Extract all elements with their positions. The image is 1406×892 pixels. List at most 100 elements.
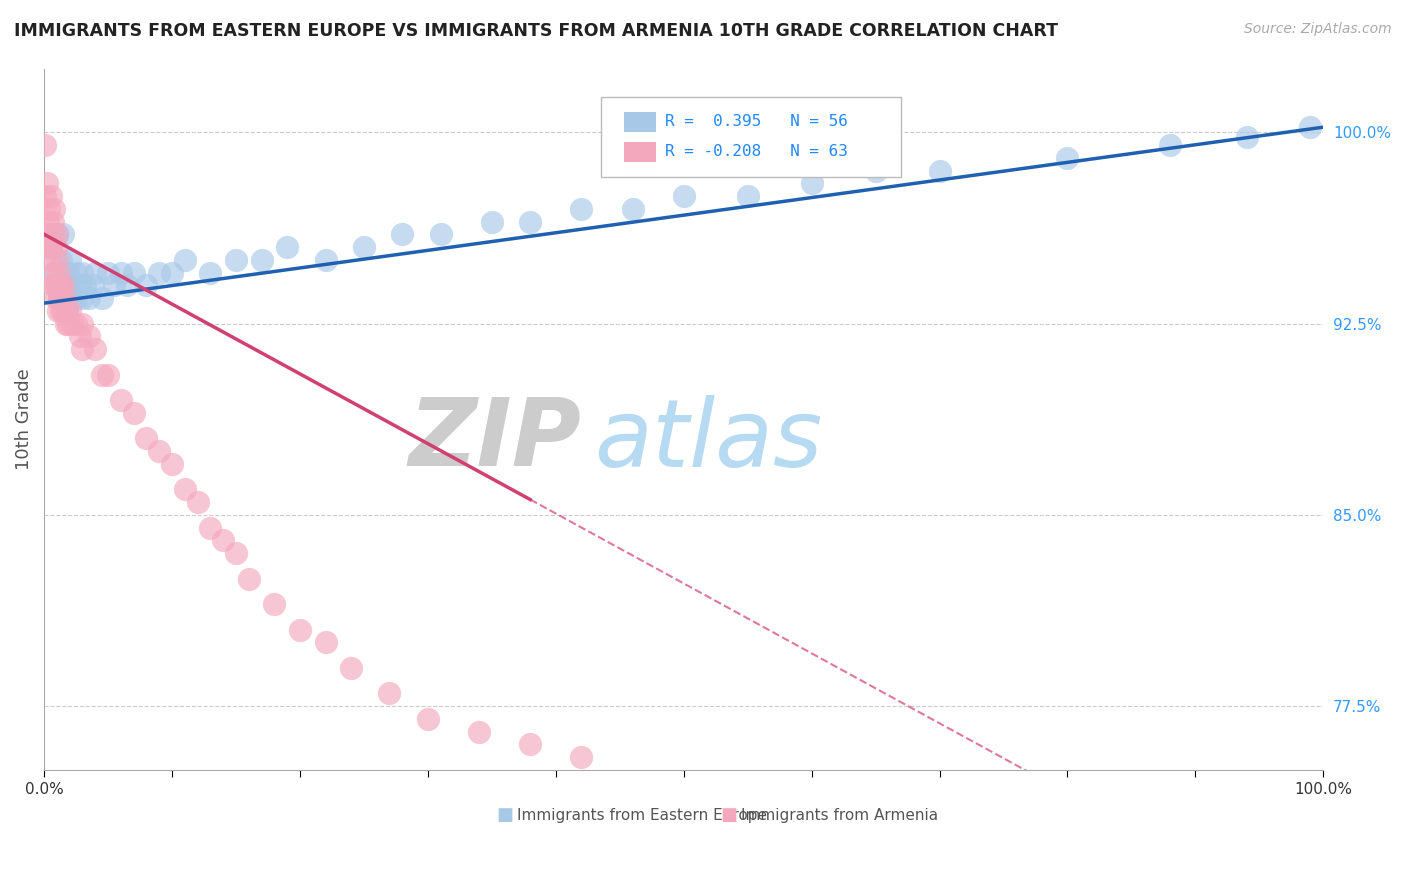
Point bbox=[391, 227, 413, 242]
Point bbox=[48, 266, 70, 280]
Point bbox=[173, 483, 195, 497]
Point bbox=[97, 266, 120, 280]
Text: R = -0.208   N = 63: R = -0.208 N = 63 bbox=[665, 145, 848, 160]
Point bbox=[72, 317, 94, 331]
Point bbox=[173, 252, 195, 267]
Point bbox=[41, 227, 63, 242]
Point bbox=[49, 278, 72, 293]
Point bbox=[48, 291, 70, 305]
Point bbox=[60, 317, 83, 331]
Point bbox=[110, 266, 132, 280]
Point bbox=[569, 202, 592, 216]
Point bbox=[49, 303, 72, 318]
Point bbox=[160, 266, 183, 280]
Point bbox=[1159, 138, 1181, 153]
Point bbox=[35, 176, 58, 190]
Point bbox=[187, 495, 209, 509]
Point bbox=[117, 278, 139, 293]
Point bbox=[672, 189, 695, 203]
Point bbox=[53, 291, 76, 305]
Point bbox=[42, 266, 65, 280]
Point bbox=[72, 291, 94, 305]
Point bbox=[481, 214, 503, 228]
Point bbox=[225, 546, 247, 560]
Point bbox=[58, 266, 80, 280]
Point bbox=[84, 342, 107, 356]
Text: Immigrants from Eastern Europe: Immigrants from Eastern Europe bbox=[517, 808, 768, 823]
Point bbox=[53, 291, 76, 305]
Point bbox=[58, 317, 80, 331]
Point bbox=[39, 240, 62, 254]
Point bbox=[315, 252, 337, 267]
Point bbox=[52, 278, 75, 293]
Text: ZIP: ZIP bbox=[409, 394, 581, 486]
Point bbox=[65, 266, 87, 280]
Point bbox=[212, 533, 235, 548]
Point bbox=[56, 303, 79, 318]
Point bbox=[45, 227, 67, 242]
Point bbox=[519, 214, 541, 228]
FancyBboxPatch shape bbox=[624, 142, 655, 161]
Point bbox=[44, 278, 66, 293]
Point bbox=[53, 266, 76, 280]
Point bbox=[72, 266, 94, 280]
Point bbox=[928, 163, 950, 178]
Point bbox=[65, 317, 87, 331]
Point bbox=[1056, 151, 1078, 165]
Point bbox=[73, 278, 96, 293]
Text: ■: ■ bbox=[720, 806, 737, 824]
Point bbox=[77, 291, 100, 305]
Point bbox=[45, 227, 67, 242]
Point bbox=[103, 278, 125, 293]
Point bbox=[416, 712, 439, 726]
Point bbox=[59, 252, 82, 267]
Point bbox=[82, 278, 104, 293]
Point bbox=[225, 252, 247, 267]
Point bbox=[122, 406, 145, 420]
Point bbox=[34, 138, 56, 153]
Point bbox=[41, 278, 63, 293]
Point bbox=[56, 303, 79, 318]
Text: Source: ZipAtlas.com: Source: ZipAtlas.com bbox=[1244, 22, 1392, 37]
Point bbox=[148, 444, 170, 458]
Point bbox=[44, 266, 66, 280]
Point bbox=[45, 240, 67, 254]
Point bbox=[52, 303, 75, 318]
Point bbox=[55, 317, 77, 331]
Point bbox=[238, 572, 260, 586]
Point bbox=[35, 227, 58, 242]
Point bbox=[34, 189, 56, 203]
Point bbox=[59, 291, 82, 305]
Point bbox=[59, 303, 82, 318]
Point bbox=[69, 278, 91, 293]
Point bbox=[353, 240, 375, 254]
Point bbox=[737, 189, 759, 203]
Point bbox=[276, 240, 298, 254]
Point bbox=[60, 278, 83, 293]
Point bbox=[1236, 130, 1258, 145]
Point bbox=[84, 266, 107, 280]
Point bbox=[45, 278, 67, 293]
Point bbox=[77, 329, 100, 343]
Point bbox=[621, 202, 644, 216]
Point bbox=[65, 291, 87, 305]
Point bbox=[48, 291, 70, 305]
Point bbox=[200, 266, 222, 280]
Point bbox=[135, 278, 157, 293]
Point bbox=[52, 227, 75, 242]
Point bbox=[200, 520, 222, 534]
Point bbox=[378, 686, 401, 700]
Point bbox=[110, 392, 132, 407]
Point bbox=[49, 252, 72, 267]
Text: Immigrants from Armenia: Immigrants from Armenia bbox=[741, 808, 938, 823]
Point bbox=[45, 291, 67, 305]
Text: R =  0.395   N = 56: R = 0.395 N = 56 bbox=[665, 114, 848, 129]
Point bbox=[72, 342, 94, 356]
Point bbox=[39, 189, 62, 203]
Y-axis label: 10th Grade: 10th Grade bbox=[15, 368, 32, 470]
Point bbox=[429, 227, 451, 242]
Text: IMMIGRANTS FROM EASTERN EUROPE VS IMMIGRANTS FROM ARMENIA 10TH GRADE CORRELATION: IMMIGRANTS FROM EASTERN EUROPE VS IMMIGR… bbox=[14, 22, 1059, 40]
Point bbox=[865, 163, 887, 178]
Point bbox=[800, 176, 823, 190]
Point bbox=[90, 291, 112, 305]
